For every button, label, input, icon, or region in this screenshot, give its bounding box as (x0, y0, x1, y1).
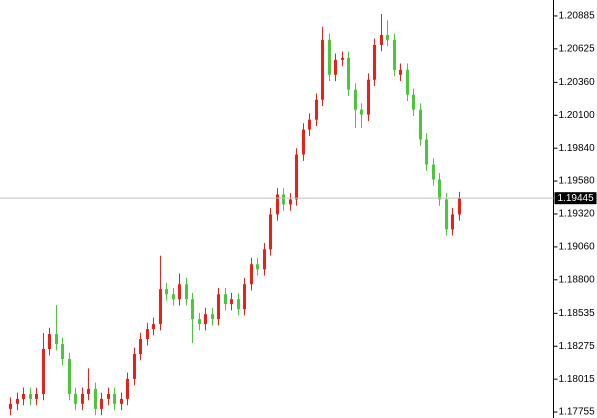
candle-body (354, 89, 357, 110)
candle-body (178, 284, 181, 300)
candle-body (22, 393, 25, 399)
candle-body (185, 284, 188, 300)
candle-body (321, 39, 324, 100)
y-tick-label: 1.19320 (559, 209, 596, 220)
candle-body (360, 109, 363, 115)
candle-body (224, 294, 227, 305)
candle-body (94, 388, 97, 409)
candle-body (341, 57, 344, 60)
candle-body (55, 334, 58, 345)
candle-body (9, 403, 12, 409)
candle-body (445, 199, 448, 230)
candle-body (243, 284, 246, 310)
candle-body (100, 398, 103, 409)
candle-body (276, 194, 279, 215)
candle-body (373, 44, 376, 80)
candle-body (269, 214, 272, 250)
candle-body (146, 329, 149, 340)
candle-body (211, 314, 214, 320)
candle-body (204, 314, 207, 325)
y-tick-label: 1.19580 (559, 176, 596, 187)
candle-body (126, 378, 129, 399)
y-tick-label: 1.20100 (559, 110, 596, 121)
candle-body (113, 393, 116, 404)
candle-body (191, 299, 194, 320)
candle-body (165, 289, 168, 295)
candle-body (406, 69, 409, 95)
candle-body (250, 264, 253, 285)
candle-body (263, 249, 266, 270)
candle-body (425, 139, 428, 165)
candle-body (48, 334, 51, 350)
candle-body (230, 299, 233, 305)
candle-body (289, 199, 292, 205)
candle-body (81, 393, 84, 404)
y-tick-label: 1.19060 (559, 242, 596, 253)
y-tick-label: 1.18800 (559, 274, 596, 285)
candle-body (120, 398, 123, 404)
candle-body (68, 359, 71, 394)
candle-body (438, 179, 441, 200)
candle-body (386, 34, 389, 40)
y-tick-label: 1.20625 (559, 43, 596, 54)
y-tick-label: 1.19840 (559, 143, 596, 154)
candle-body (399, 69, 402, 75)
candle-body (35, 393, 38, 399)
candle-body (133, 353, 136, 379)
candle-body (29, 393, 32, 399)
candle-body (282, 194, 285, 205)
candle-body (172, 294, 175, 300)
candle-body (237, 299, 240, 310)
candle-body (217, 294, 220, 320)
candle-body (61, 344, 64, 360)
y-tick-label: 1.18275 (559, 341, 596, 352)
y-tick-label: 1.18535 (559, 308, 596, 319)
candle-body (302, 129, 305, 155)
candle-body (87, 388, 90, 394)
candle-body (315, 99, 318, 120)
candle-body (419, 109, 422, 140)
candle-body (367, 79, 370, 115)
candle-body (42, 349, 45, 394)
candle-body (74, 393, 77, 404)
y-tick-label: 1.17755 (559, 407, 596, 418)
current-price-box (554, 192, 597, 205)
y-tick-label: 1.18015 (559, 374, 596, 385)
candle-body (198, 319, 201, 325)
candle-body (295, 154, 298, 200)
candle-body (16, 398, 19, 404)
candle-body (152, 324, 155, 330)
candle-body (412, 94, 415, 110)
candle-body (107, 393, 110, 399)
candle-body (380, 34, 383, 45)
candle-body (308, 119, 311, 130)
candle-body (159, 289, 162, 325)
y-tick-label: 1.20885 (559, 11, 596, 22)
candle-body (334, 59, 337, 75)
candle-body (256, 264, 259, 270)
candle-body (347, 57, 350, 90)
candle-body (432, 164, 435, 180)
candle-body (451, 214, 454, 230)
candle-body (458, 198, 461, 215)
candle-body (139, 339, 142, 354)
current-price-label: 1.19445 (558, 193, 595, 204)
candle-body (328, 39, 331, 75)
candle-body (393, 39, 396, 70)
y-tick-label: 1.20360 (559, 77, 596, 88)
